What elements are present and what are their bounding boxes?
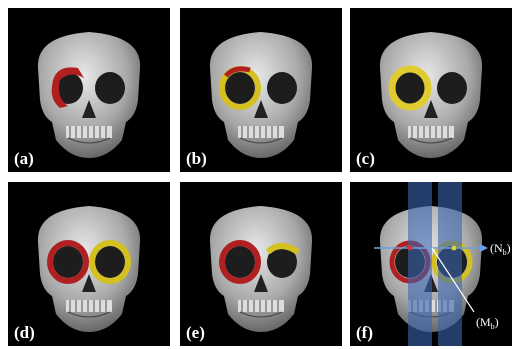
panel-label: (c) — [356, 149, 375, 168]
panel: (b) — [180, 8, 342, 172]
panel: (a) — [8, 8, 170, 172]
panel-label: (a) — [14, 149, 34, 168]
annotation: (Mb) — [476, 315, 499, 331]
panel-label: (b) — [186, 149, 207, 168]
panel: (e) — [180, 182, 342, 346]
panel: (c) — [350, 8, 512, 172]
panel: (f) (Nb) (Mb) — [350, 182, 512, 346]
panel: (d) — [8, 182, 170, 346]
figure: (a) (b) (c) (d) (e) (f) (Nb) (Mb) — [0, 0, 520, 349]
panel-label: (e) — [186, 323, 205, 342]
annotation: (Nb) — [490, 241, 511, 257]
panel-label: (f) — [356, 323, 373, 342]
panel-label: (d) — [14, 323, 35, 342]
